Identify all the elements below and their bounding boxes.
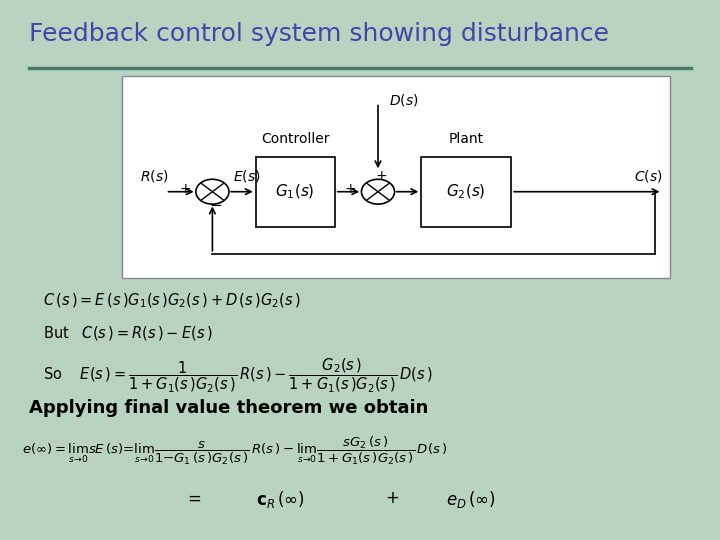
FancyBboxPatch shape	[421, 157, 511, 227]
Text: −: −	[209, 198, 222, 213]
Text: Plant: Plant	[449, 132, 484, 146]
Text: $+$: $+$	[385, 489, 400, 507]
Text: Feedback control system showing disturbance: Feedback control system showing disturba…	[29, 22, 609, 45]
Text: Applying final value theorem we obtain: Applying final value theorem we obtain	[29, 399, 428, 416]
Text: $G_2(s)$: $G_2(s)$	[446, 183, 486, 201]
Text: $e(\infty) = \lim_{s \to 0} sE\,(s) = \lim_{s \to 0} \dfrac{s}{1-G_1(s\,)G_2(s\,: $e(\infty) = \lim_{s \to 0} sE\,(s) = \l…	[22, 435, 447, 467]
Text: $R(s)$: $R(s)$	[140, 167, 169, 184]
Text: +: +	[375, 168, 387, 183]
Text: $C(s)$: $C(s)$	[634, 167, 662, 184]
Text: $=$: $=$	[184, 489, 201, 507]
FancyBboxPatch shape	[122, 76, 670, 278]
Text: +: +	[179, 182, 191, 196]
Text: $e_D\,(\infty)$: $e_D\,(\infty)$	[446, 489, 496, 510]
Text: So    $E(s\,) = \dfrac{1}{1+G_1(s\,)G_2(s\,)}\,R(s\,) - \dfrac{G_2(s\,)}{1+G_1(s: So $E(s\,) = \dfrac{1}{1+G_1(s\,)G_2(s\,…	[43, 356, 433, 394]
Text: But   $C(s\,) = R(s\,) - E(s\,)$: But $C(s\,) = R(s\,) - E(s\,)$	[43, 324, 212, 342]
Text: $D(s)$: $D(s)$	[389, 92, 418, 108]
Text: $C\,(s\,) = E\,(s\,)G_1(s\,)G_2(s\,) + D\,(s\,)G_2(s\,)$: $C\,(s\,) = E\,(s\,)G_1(s\,)G_2(s\,) + D…	[43, 292, 301, 310]
Text: +: +	[345, 182, 356, 196]
Text: Controller: Controller	[261, 132, 330, 146]
FancyBboxPatch shape	[256, 157, 335, 227]
Text: $E(s)$: $E(s)$	[233, 167, 260, 184]
Text: $G_1(s)$: $G_1(s)$	[276, 183, 315, 201]
Text: $\mathbf{c}_R\,(\infty)$: $\mathbf{c}_R\,(\infty)$	[256, 489, 305, 510]
